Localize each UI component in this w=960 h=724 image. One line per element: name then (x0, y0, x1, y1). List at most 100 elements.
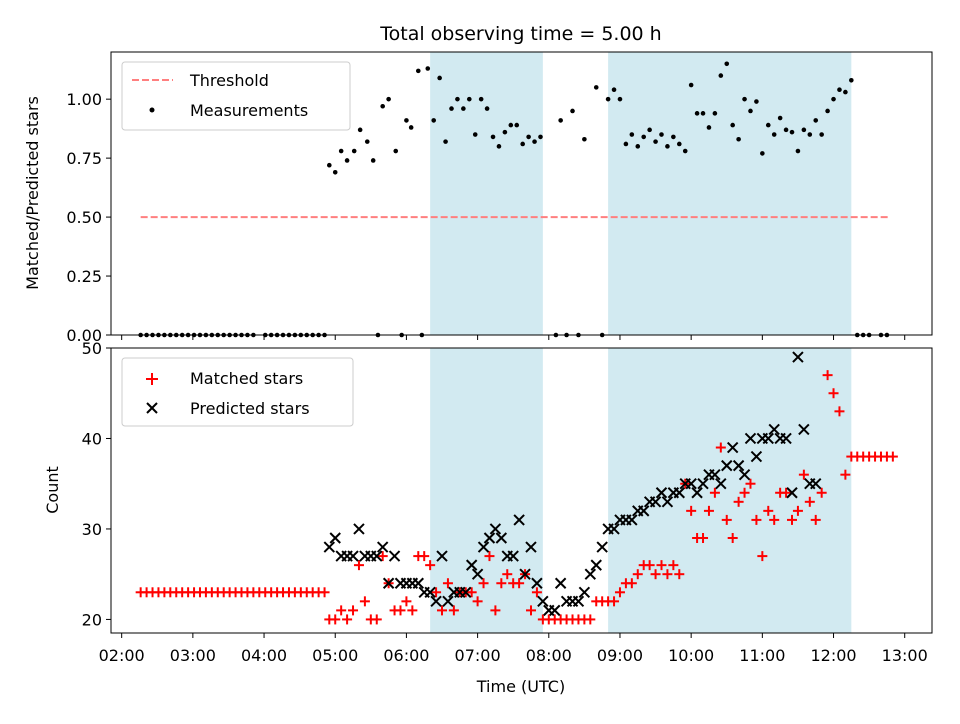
measurement-point (748, 108, 753, 114)
matched-star-marker (828, 388, 839, 399)
top-y-ticks: 0.00 0.25 0.50 0.75 1.00 (66, 90, 111, 345)
top-y-tick-label: 0.50 (66, 208, 102, 227)
predicted-star-marker (430, 595, 442, 608)
measurement-point (706, 125, 712, 130)
legend-threshold-label: Threshold (189, 71, 269, 90)
bottom-y-tick-label: 40 (82, 429, 102, 448)
measurement-point (795, 148, 801, 154)
measurement-point (676, 141, 682, 147)
matched-star-marker (686, 505, 697, 516)
matched-star-marker (674, 569, 685, 580)
matched-star-marker (787, 514, 798, 525)
measurement-point (431, 118, 437, 123)
measurement-point (502, 129, 508, 135)
measurement-point (425, 66, 431, 71)
bottom-series (135, 351, 898, 625)
predicted-star-marker (673, 487, 686, 499)
measurement-point (478, 96, 484, 102)
measurement-point (849, 78, 854, 83)
measurement-point (532, 139, 537, 144)
matched-star-marker (816, 487, 827, 498)
predicted-star-marker (768, 423, 780, 436)
matched-star-marker (715, 442, 726, 453)
measurement-point (472, 132, 478, 137)
measurement-point (558, 118, 563, 123)
predicted-star-marker (721, 459, 733, 472)
bottom-shaded-intervals (430, 348, 852, 633)
measurement-point (443, 139, 448, 144)
top-axes-frame (110, 51, 933, 336)
measurement-point (327, 162, 332, 168)
measurement-point (665, 144, 670, 149)
bottom-x-tick-label: 11:00 (739, 646, 785, 665)
measurement-point (386, 96, 391, 102)
measurement-point (570, 108, 575, 114)
matched-star-marker (431, 587, 442, 598)
bottom-x-tick-label: 12:00 (810, 646, 856, 665)
predicted-star-marker (347, 550, 359, 562)
matched-star-marker (448, 605, 459, 616)
predicted-star-marker (637, 505, 650, 517)
bottom-x-tick-label: 02:00 (99, 646, 145, 665)
matched-star-marker (496, 578, 507, 589)
matched-star-marker (650, 569, 661, 580)
measurement-point (538, 134, 543, 140)
matched-star-marker (472, 596, 483, 607)
predicted-star-marker (655, 487, 668, 499)
matched-star-marker (751, 514, 762, 525)
predicted-star-marker (685, 478, 697, 490)
measurement-point (370, 158, 376, 163)
matched-star-marker (798, 469, 809, 480)
bottom-ylabel: Count (43, 466, 62, 514)
predicted-star-marker (531, 577, 543, 589)
measurement-point (659, 132, 664, 137)
predicted-star-marker (471, 568, 484, 580)
bottom-x-tick-label: 04:00 (241, 646, 287, 665)
matched-star-marker (887, 451, 898, 462)
predicted-star-marker (507, 550, 519, 562)
matched-star-marker (721, 514, 732, 525)
measurement-point (831, 96, 836, 102)
predicted-star-marker (584, 568, 597, 580)
measurement-point (671, 134, 676, 140)
bottom-legend: Matched stars Predicted stars (121, 357, 354, 427)
predicted-star-marker (738, 468, 751, 481)
measurement-point (700, 111, 706, 116)
measurement-point (736, 136, 741, 142)
measurement-point (807, 132, 813, 137)
matched-star-marker (419, 551, 430, 562)
predicted-star-marker (483, 532, 496, 544)
bottom-y-ticks: 20 30 40 50 (82, 339, 111, 629)
matched-star-marker (792, 505, 803, 516)
matched-star-marker (484, 551, 495, 562)
measurement-point (837, 87, 842, 93)
measurement-point (526, 134, 531, 140)
measurement-point (338, 148, 344, 154)
bottom-x-tick-label: 03:00 (170, 646, 216, 665)
predicted-star-marker (549, 604, 561, 617)
measurement-point (789, 129, 795, 135)
matched-star-marker (502, 569, 513, 580)
matched-star-marker (348, 605, 359, 616)
matched-star-marker (425, 560, 436, 571)
matched-star-marker (609, 596, 620, 607)
measurement-point (688, 82, 694, 88)
bottom-x-tick-label: 08:00 (526, 646, 572, 665)
matched-star-marker (319, 587, 330, 598)
matched-star-marker (585, 614, 596, 625)
predicted-star-marker (513, 514, 525, 526)
matched-star-marker (644, 560, 655, 571)
measurement-point (364, 139, 370, 144)
predicted-star-marker (596, 541, 608, 553)
matched-star-marker (822, 370, 833, 381)
predicted-star-marker (792, 351, 804, 363)
measurement-point (843, 89, 848, 95)
predicted-star-marker (649, 496, 662, 508)
measurement-point (754, 99, 759, 104)
matched-star-marker (466, 587, 477, 598)
matched-star-marker (395, 605, 406, 616)
predicted-star-marker (780, 432, 792, 445)
measurement-point (760, 151, 765, 156)
matched-star-marker (733, 496, 744, 507)
